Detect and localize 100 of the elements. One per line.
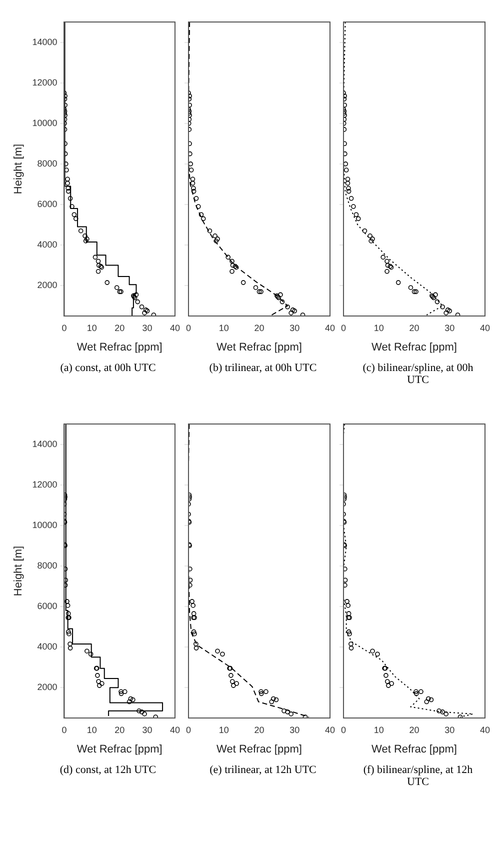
x-tick-label: 30 <box>142 724 152 735</box>
point <box>214 238 218 244</box>
point <box>228 673 234 678</box>
x-tick-label: 10 <box>86 322 97 333</box>
point <box>344 566 348 572</box>
text: (c) bilinear/spline, at 00h UTC <box>362 361 474 388</box>
x-tick-label: 30 <box>290 322 300 333</box>
point <box>288 712 294 716</box>
point <box>444 310 448 316</box>
point <box>198 212 204 218</box>
point <box>271 696 276 702</box>
text: (e) trilinear, at 12h UTC <box>208 763 318 778</box>
x-tick-label: 30 <box>444 322 455 333</box>
y-tick-label: 4000 <box>37 642 58 652</box>
x-tick-label: 20 <box>254 724 264 735</box>
point <box>191 188 196 194</box>
point <box>346 611 352 616</box>
x-axis-title: Wet Refrac [ppm] <box>76 743 162 756</box>
point <box>65 180 70 186</box>
point <box>99 681 104 686</box>
point <box>194 646 199 650</box>
point <box>215 236 220 242</box>
point <box>135 299 140 304</box>
point <box>384 268 390 274</box>
point <box>444 712 448 716</box>
point <box>192 631 197 636</box>
text: (b) trilinear, at 00h UTC <box>208 361 318 376</box>
x-tick-label: 30 <box>444 724 455 735</box>
x-tick-label: 30 <box>142 322 152 333</box>
y-tick-label: 6000 <box>37 198 58 209</box>
point <box>384 679 390 684</box>
point <box>188 151 192 156</box>
point <box>426 696 431 702</box>
point <box>344 578 348 583</box>
point <box>78 228 84 234</box>
point <box>96 268 101 274</box>
point <box>96 683 102 688</box>
point <box>445 308 450 312</box>
point <box>64 578 68 583</box>
point <box>65 603 70 608</box>
point <box>258 289 264 294</box>
y-tick-label: 8000 <box>37 158 58 168</box>
point <box>351 204 356 209</box>
point <box>230 258 234 264</box>
point <box>386 683 391 688</box>
point <box>194 642 198 646</box>
point <box>64 582 68 588</box>
y-tick-label: 6000 <box>37 600 58 611</box>
x-tick-label: 40 <box>480 322 490 333</box>
point <box>65 176 70 182</box>
point <box>346 603 350 608</box>
point <box>200 216 206 222</box>
text: (a) const, at 00h UTC <box>59 361 157 376</box>
point <box>92 254 98 260</box>
x-tick-label: 20 <box>254 322 264 333</box>
point <box>285 710 290 714</box>
point <box>226 254 231 260</box>
point <box>384 673 388 678</box>
point <box>139 710 144 714</box>
point <box>384 258 390 264</box>
point <box>70 204 74 209</box>
x-tick-label: 0 <box>62 322 67 333</box>
point <box>191 629 196 634</box>
point <box>292 308 298 314</box>
point <box>130 697 136 702</box>
x-tick-label: 20 <box>409 322 420 333</box>
point <box>66 186 71 191</box>
point <box>66 188 71 194</box>
point <box>240 280 246 285</box>
y-tick-label: 14000 <box>32 36 58 47</box>
point <box>348 196 354 201</box>
y-tick-label: 4000 <box>37 240 58 250</box>
point <box>370 236 375 242</box>
point <box>84 236 90 242</box>
point <box>66 611 71 616</box>
point <box>190 180 196 186</box>
y-axis-title: Height [m] <box>12 144 25 194</box>
point <box>418 689 424 694</box>
point <box>212 234 218 238</box>
x-tick-label: 0 <box>340 322 346 333</box>
point <box>134 292 139 298</box>
point <box>82 234 88 238</box>
point <box>118 689 124 694</box>
point <box>231 683 236 688</box>
text: (d) const, at 12h UTC <box>58 763 158 778</box>
point <box>389 681 394 686</box>
x-tick-label: 10 <box>86 724 97 735</box>
point <box>440 710 445 714</box>
point <box>188 162 194 166</box>
point <box>88 652 94 657</box>
point <box>68 196 73 201</box>
y-tick-label: 2000 <box>37 280 58 290</box>
point <box>414 689 418 694</box>
y-axis-title: Height [m] <box>12 546 25 596</box>
point <box>290 308 296 312</box>
point <box>66 629 71 634</box>
x-tick-label: 20 <box>409 724 420 735</box>
point <box>190 176 196 182</box>
x-axis-title: Wet Refrac [ppm] <box>216 341 302 354</box>
point <box>348 642 354 646</box>
